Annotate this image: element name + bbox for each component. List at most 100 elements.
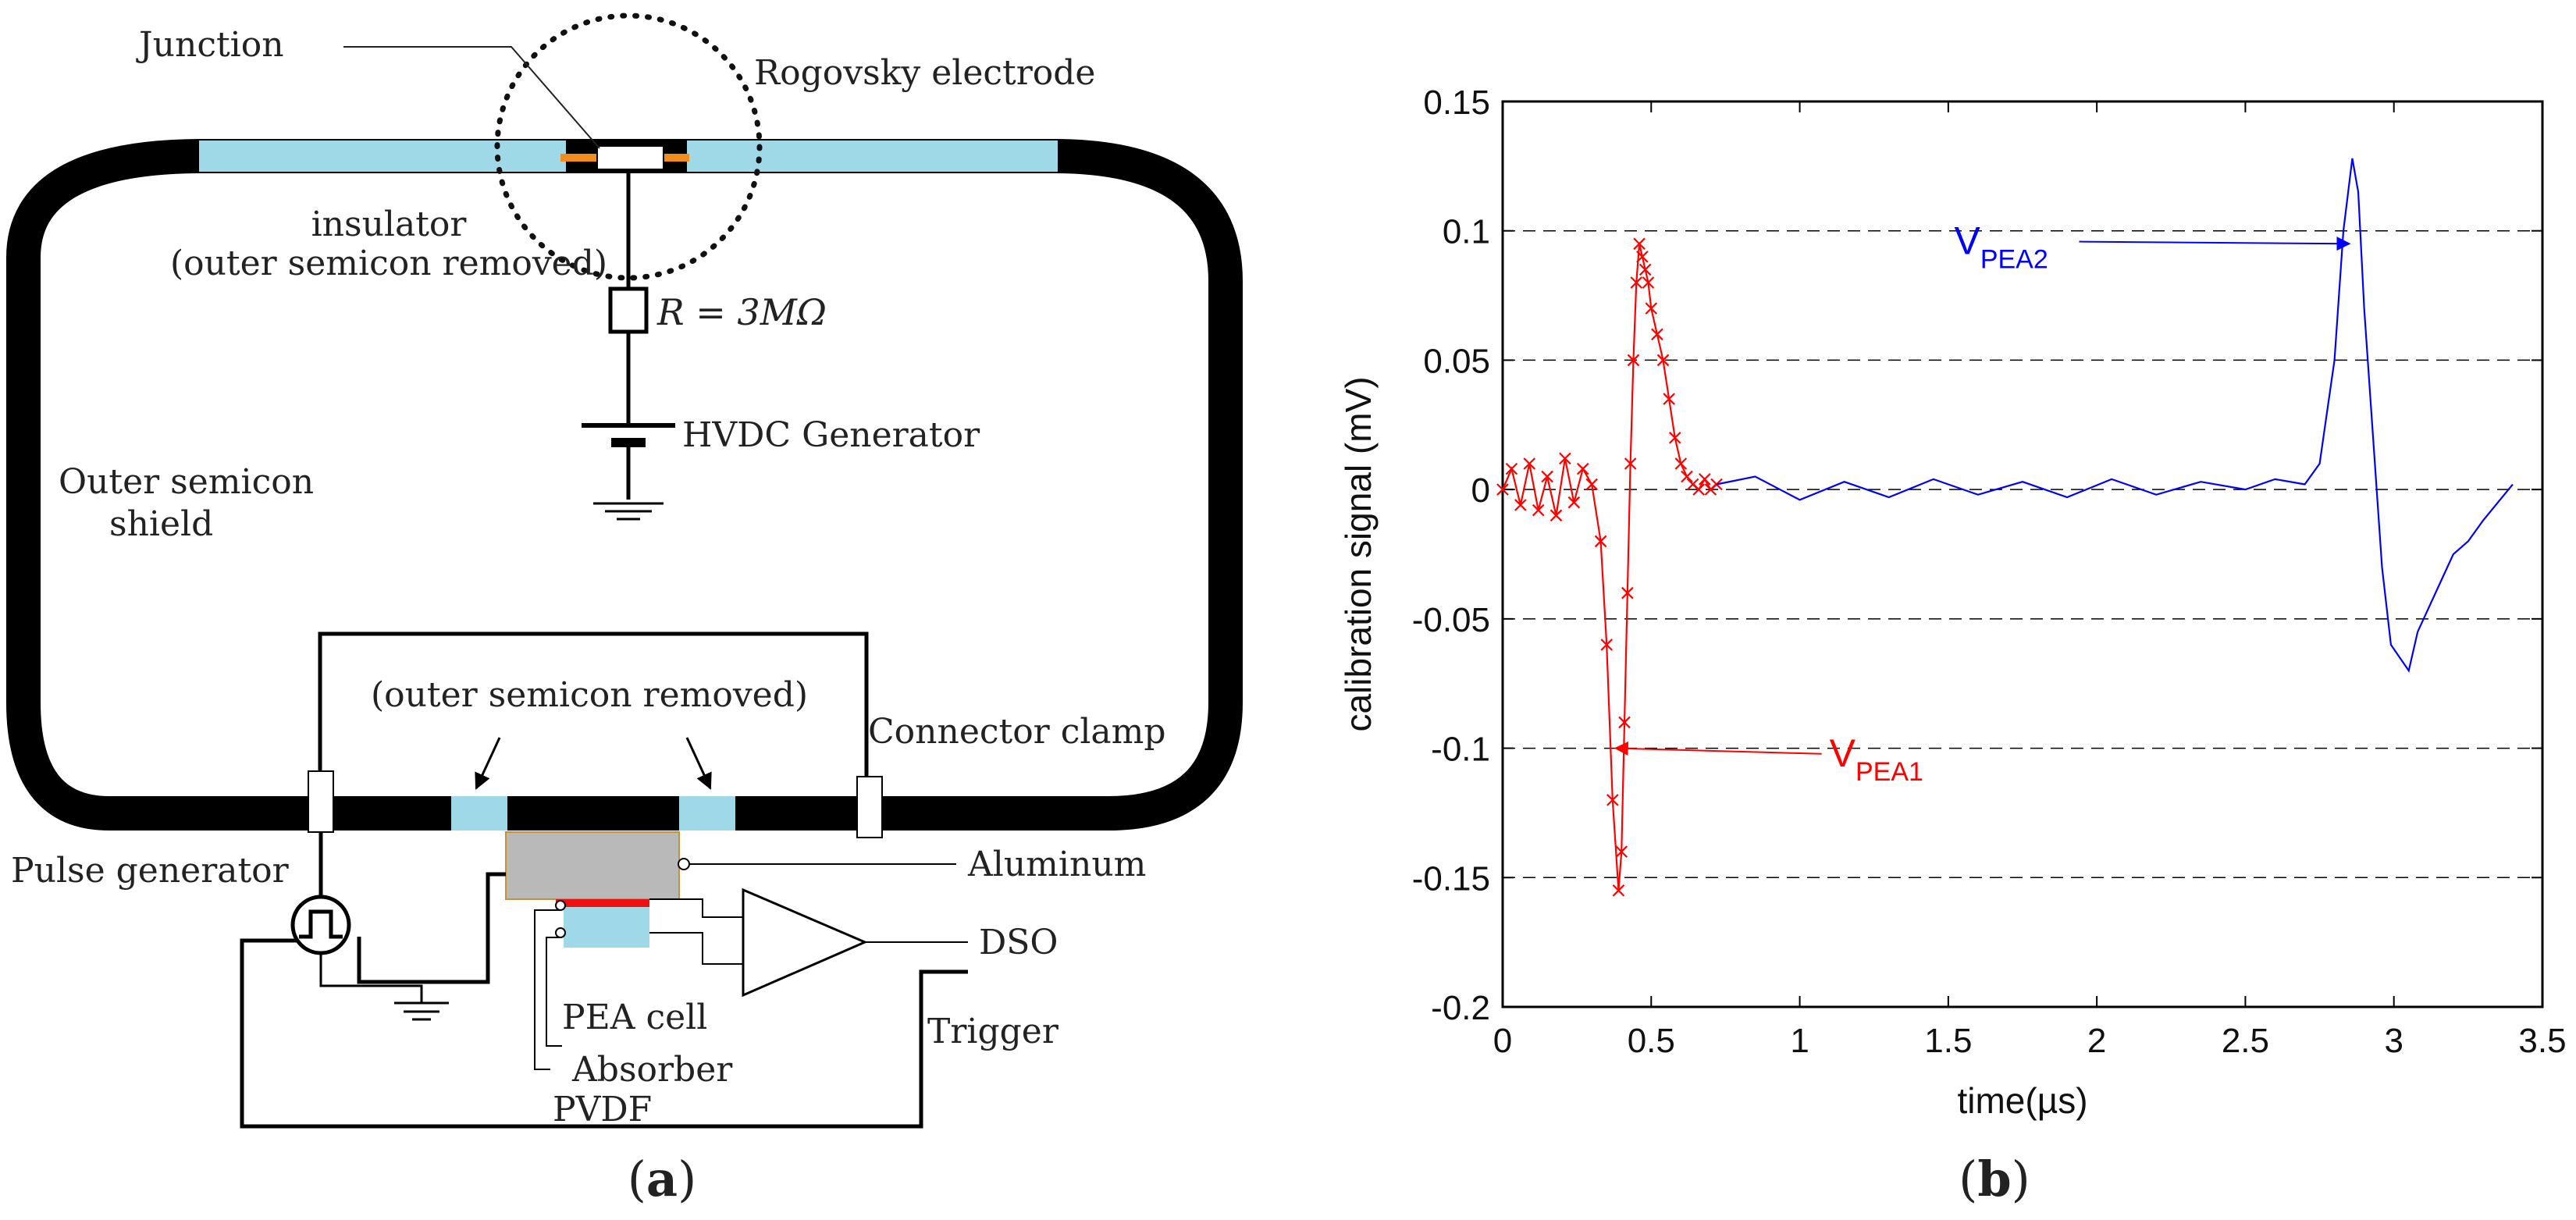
data-point-marker bbox=[1692, 483, 1705, 496]
data-point-marker bbox=[1642, 276, 1655, 289]
data-point-marker bbox=[1651, 328, 1663, 341]
rogovsky-electrode-circle bbox=[494, 12, 763, 281]
series-line-vpea2 bbox=[1716, 158, 2514, 673]
x-tick-label: 3.5 bbox=[2518, 1022, 2566, 1060]
connector-wire-box bbox=[318, 631, 869, 788]
x-tick-label: 1 bbox=[1790, 1022, 1809, 1060]
data-point-marker bbox=[1550, 509, 1563, 522]
insulator-bottom-left bbox=[451, 796, 507, 831]
ground-icon bbox=[593, 502, 664, 521]
calibration-chart: -0.2 -0.15 -0.1 -0.05 0 0.05 0.1 0.15 0 0.5 1 1.5 2 2… bbox=[1338, 84, 2567, 1208]
data-point-marker bbox=[1656, 354, 1670, 367]
data-point-marker bbox=[1505, 462, 1518, 475]
data-point-marker bbox=[1618, 716, 1631, 729]
y-tick-label: 0 bbox=[1471, 471, 1490, 510]
panel-a-schematic: Junction Rogovsky electrode insulator (o… bbox=[6, 12, 1243, 1208]
data-point-marker bbox=[1559, 452, 1571, 465]
insulator-bottom-right bbox=[679, 796, 735, 831]
data-point-marker bbox=[1523, 457, 1536, 470]
y-tick-label: 0.1 bbox=[1443, 213, 1490, 251]
junction-leader bbox=[343, 46, 600, 149]
connector-clamp-right bbox=[856, 776, 883, 838]
data-point-marker bbox=[1621, 586, 1634, 599]
insulator-top-left bbox=[199, 140, 566, 172]
y-tick-label: 0.05 bbox=[1423, 342, 1490, 380]
annotation-label-pea1: VPEA1 bbox=[1830, 731, 1923, 787]
y-axis-label: calibration signal (mV) bbox=[1338, 376, 1379, 731]
label-junction: Junction bbox=[136, 25, 284, 65]
pulse-generator-icon bbox=[290, 895, 351, 955]
data-point-marker bbox=[1699, 473, 1711, 486]
data-point-marker bbox=[1681, 470, 1693, 483]
data-point-marker bbox=[1514, 499, 1527, 511]
label-absorber: Absorber bbox=[571, 1050, 733, 1090]
data-point-marker bbox=[1567, 496, 1581, 509]
plot-frame bbox=[1501, 100, 2544, 1008]
label-aluminum: Aluminum bbox=[967, 845, 1146, 884]
x-axis-label: time(µs) bbox=[1957, 1080, 2087, 1121]
battery-icon bbox=[582, 423, 675, 447]
data-point-marker bbox=[1645, 302, 1658, 315]
x-tick-label: 0.5 bbox=[1628, 1022, 1675, 1060]
x-tick-label: 3 bbox=[2384, 1022, 2403, 1060]
series-line-vpea1 bbox=[1501, 244, 1717, 891]
data-point-marker bbox=[1710, 478, 1723, 491]
label-outer-removed-2: (outer semicon removed) bbox=[371, 675, 808, 715]
y-tick-label: -0.15 bbox=[1412, 859, 1490, 898]
label-connector-clamp: Connector clamp bbox=[868, 712, 1166, 752]
data-point-marker bbox=[1663, 393, 1675, 405]
data-point-marker bbox=[1633, 237, 1646, 251]
label-shield: shield bbox=[109, 504, 213, 544]
label-hvdc: HVDC Generator bbox=[682, 415, 980, 455]
x-tick-label: 2 bbox=[2087, 1022, 2106, 1060]
label-trigger: Trigger bbox=[927, 1012, 1059, 1051]
connector-clamp-left bbox=[308, 770, 334, 833]
annotation-arrow bbox=[1614, 742, 1822, 756]
label-outer-removed-1: (outer semicon removed) bbox=[170, 244, 607, 283]
x-tick-label: 0 bbox=[1493, 1022, 1512, 1060]
data-point-marker bbox=[1674, 457, 1688, 470]
aluminum-electrode bbox=[505, 831, 680, 900]
label-pulse-generator: Pulse generator bbox=[11, 851, 290, 891]
data-point-marker bbox=[1532, 503, 1545, 517]
data-point-marker bbox=[1638, 263, 1652, 276]
pvdf-film bbox=[556, 899, 649, 907]
data-point-marker bbox=[1594, 535, 1607, 548]
data-point-marker bbox=[1576, 462, 1589, 475]
data-point-marker bbox=[1668, 432, 1681, 444]
data-point-marker bbox=[1600, 638, 1613, 651]
annotation-arrow bbox=[2079, 237, 2351, 251]
data-point-marker bbox=[1627, 354, 1640, 367]
caption-b: (b) bbox=[1959, 1151, 2030, 1208]
data-point-marker bbox=[1615, 845, 1628, 858]
caption-a: (a) bbox=[628, 1151, 697, 1208]
label-insulator: insulator bbox=[311, 205, 468, 244]
amplifier-icon bbox=[742, 887, 868, 998]
label-dso: DSO bbox=[979, 923, 1059, 962]
junction-box bbox=[596, 145, 664, 170]
y-tick-label: -0.2 bbox=[1431, 989, 1490, 1027]
chart-grid bbox=[1503, 229, 2542, 879]
data-point-marker bbox=[1624, 457, 1637, 470]
ground-icon bbox=[394, 1001, 449, 1021]
resistor-icon bbox=[608, 286, 649, 334]
x-tick-label: 1.5 bbox=[1924, 1022, 1972, 1060]
insulator-top-right bbox=[687, 140, 1058, 172]
label-pea-cell: PEA cell bbox=[562, 998, 707, 1037]
data-point-marker bbox=[1585, 478, 1598, 491]
y-tick-label: -0.05 bbox=[1412, 601, 1490, 639]
annotation-label-pea2: VPEA2 bbox=[1954, 219, 2048, 275]
x-tick-label: 2.5 bbox=[2222, 1022, 2269, 1060]
data-point-marker bbox=[1636, 251, 1649, 263]
chart-ticks: -0.2 -0.15 -0.1 -0.05 0 0.05 0.1 0.15 0 0.5 1 1.5 2 2… bbox=[1412, 84, 2567, 1060]
data-point-marker bbox=[1630, 276, 1643, 289]
absorber-block bbox=[564, 907, 649, 948]
y-tick-label: -0.1 bbox=[1431, 731, 1490, 769]
data-point-marker bbox=[1612, 884, 1625, 897]
data-point-marker bbox=[1541, 470, 1553, 483]
chart-annotations: VPEA1 VPEA2 bbox=[1614, 219, 2351, 787]
label-pvdf: PVDF bbox=[553, 1090, 652, 1129]
data-point-marker bbox=[1606, 794, 1619, 806]
label-rogovsky: Rogovsky electrode bbox=[754, 53, 1095, 93]
